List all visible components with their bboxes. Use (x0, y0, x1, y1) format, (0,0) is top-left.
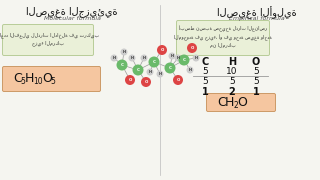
Circle shape (132, 64, 143, 75)
Text: العدد الفعلي للذرات الداخلة في تركيب
جزيء المركب: العدد الفعلي للذرات الداخلة في تركيب جزي… (0, 32, 100, 46)
Text: C: C (121, 63, 124, 67)
Text: 10: 10 (33, 78, 43, 87)
Text: Empirical formula: Empirical formula (229, 16, 285, 21)
Circle shape (179, 55, 189, 66)
FancyBboxPatch shape (206, 93, 276, 111)
Text: C: C (201, 57, 209, 67)
Text: H: H (123, 50, 125, 54)
Text: 2: 2 (228, 87, 236, 97)
Circle shape (174, 55, 181, 62)
Circle shape (164, 62, 175, 73)
Circle shape (187, 43, 197, 53)
Text: 5: 5 (202, 66, 208, 75)
Circle shape (157, 45, 167, 55)
FancyBboxPatch shape (3, 24, 93, 55)
Text: H: H (25, 73, 34, 86)
Text: H: H (158, 72, 162, 76)
Text: H: H (142, 56, 146, 60)
Circle shape (140, 55, 148, 62)
Text: C: C (137, 68, 140, 72)
Circle shape (173, 75, 183, 85)
Circle shape (141, 77, 151, 87)
Text: الصيغة الأولية: الصيغة الأولية (217, 6, 297, 19)
Text: 10: 10 (226, 66, 238, 75)
Text: C: C (169, 66, 172, 70)
Circle shape (147, 69, 154, 75)
Text: H: H (188, 68, 191, 72)
Text: أبسط نسبة صحيحة لذرات العناصر
الموجودة في جزيء، أو في وحدة صيغة واحدة
من المركب: أبسط نسبة صحيحة لذرات العناصر الموجودة ف… (174, 26, 272, 48)
Text: C: C (217, 96, 226, 109)
Text: 5: 5 (253, 76, 259, 86)
Text: H: H (113, 56, 116, 60)
FancyBboxPatch shape (3, 66, 100, 91)
Circle shape (169, 53, 175, 60)
Text: 2: 2 (233, 100, 238, 109)
Text: H: H (177, 56, 180, 60)
Text: H: H (171, 54, 173, 58)
Circle shape (156, 71, 164, 78)
Text: 1: 1 (252, 87, 260, 97)
Circle shape (125, 75, 135, 85)
Text: O: O (252, 57, 260, 67)
Text: الصيغة الجزيئية: الصيغة الجزيئية (26, 6, 118, 17)
Text: 5: 5 (229, 76, 235, 86)
Circle shape (121, 48, 127, 55)
Circle shape (193, 55, 199, 62)
Circle shape (148, 57, 159, 68)
Text: C: C (13, 73, 22, 86)
Text: H: H (195, 56, 197, 60)
Circle shape (129, 55, 135, 62)
Text: O: O (128, 78, 132, 82)
Text: H: H (228, 57, 236, 67)
FancyBboxPatch shape (177, 21, 269, 55)
Text: 5: 5 (202, 76, 208, 86)
Text: 5: 5 (51, 78, 55, 87)
Text: O: O (176, 78, 180, 82)
Text: O: O (43, 73, 52, 86)
Text: O: O (237, 96, 247, 109)
Text: H: H (131, 56, 133, 60)
Text: O: O (160, 48, 164, 52)
Circle shape (116, 60, 127, 71)
Text: H: H (225, 96, 234, 109)
Text: H: H (148, 70, 151, 74)
Text: 5: 5 (253, 66, 259, 75)
Text: O: O (144, 80, 148, 84)
Circle shape (110, 55, 117, 62)
Text: O: O (190, 46, 194, 50)
Text: C: C (153, 60, 156, 64)
Text: 5: 5 (20, 78, 25, 87)
Text: C: C (182, 58, 186, 62)
Circle shape (187, 66, 194, 73)
Text: 1: 1 (202, 87, 208, 97)
Text: Molecular formula: Molecular formula (44, 16, 100, 21)
